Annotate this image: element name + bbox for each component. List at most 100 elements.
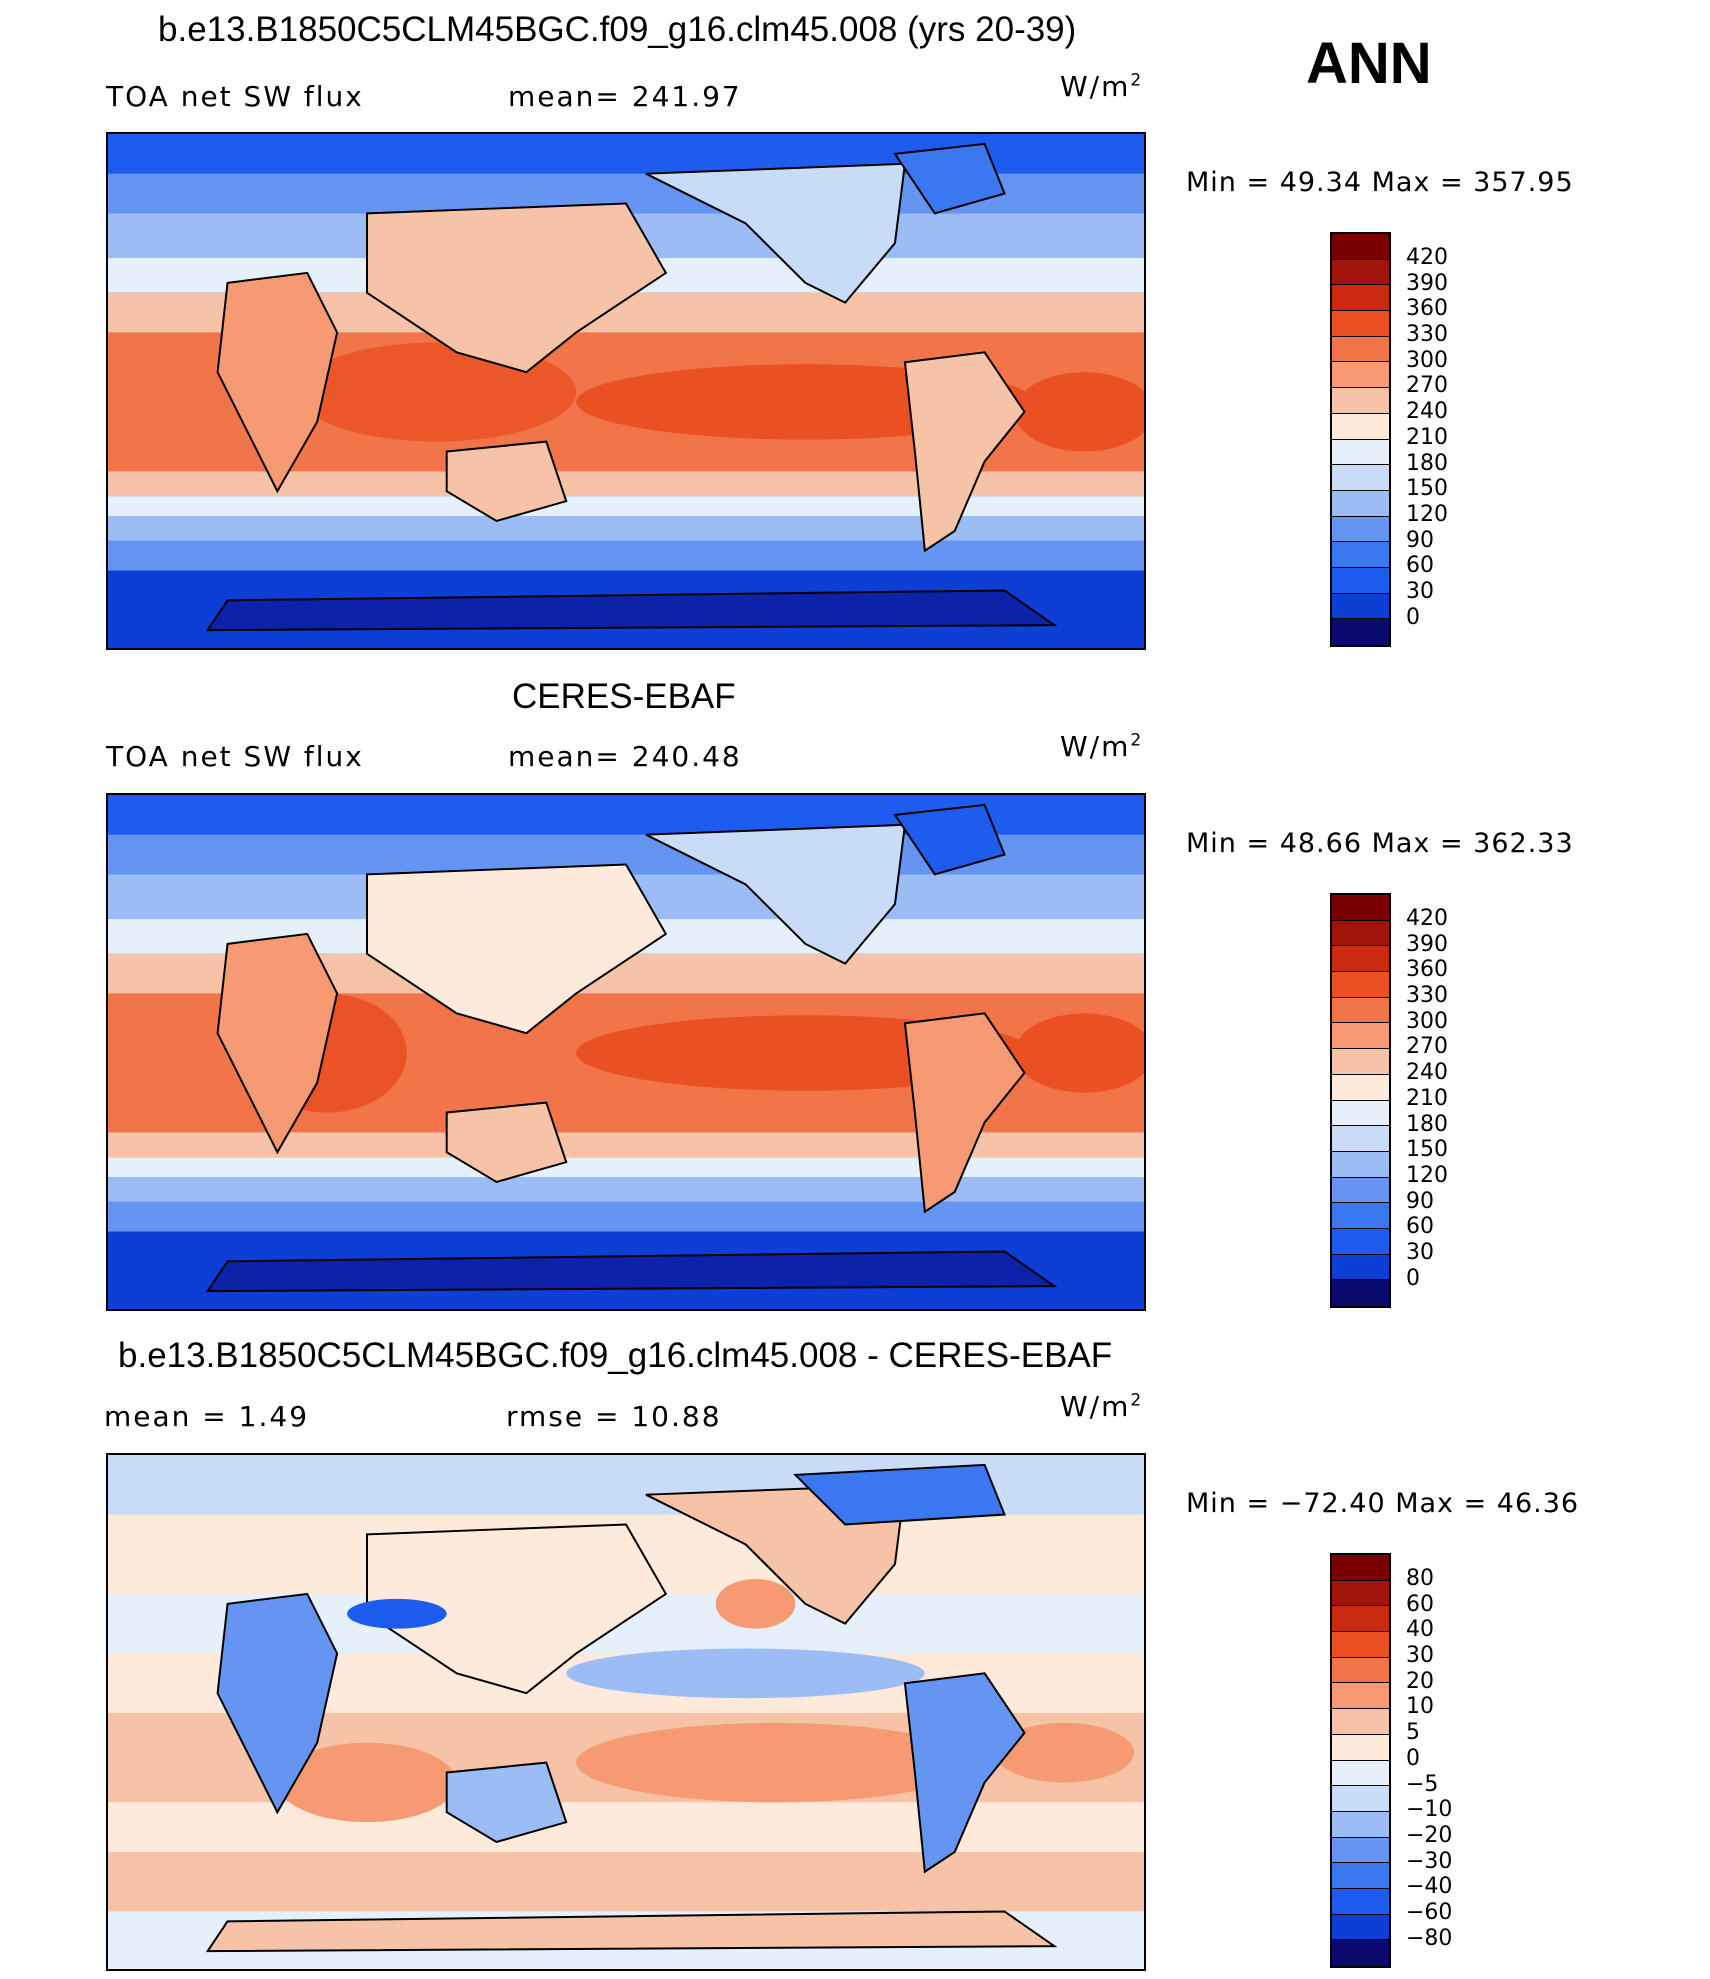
panel2-minmax: Min = 48.66 Max = 362.33 xyxy=(1186,828,1574,859)
colorbar-label: 150 xyxy=(1406,1137,1448,1163)
colorbar-swatch xyxy=(1332,1100,1389,1127)
colorbar-swatch xyxy=(1332,465,1389,491)
season-label: ANN xyxy=(1306,31,1432,96)
colorbar-label: 330 xyxy=(1406,983,1448,1009)
colorbar-label: 30 xyxy=(1406,1239,1434,1265)
panel3-colorbar xyxy=(1330,1553,1391,1968)
panel2-map xyxy=(106,793,1146,1311)
colorbar-label: 270 xyxy=(1406,1034,1448,1060)
colorbar-swatch xyxy=(1332,1177,1389,1204)
panel2-mean-label: mean= 240.48 xyxy=(508,740,742,773)
colorbar-label: 20 xyxy=(1406,1668,1434,1694)
colorbar-label: 210 xyxy=(1406,424,1448,450)
panel1-units: W/m2 xyxy=(1060,70,1142,103)
colorbar-label: 180 xyxy=(1406,450,1448,476)
colorbar-label: 40 xyxy=(1406,1617,1434,1643)
colorbar-swatch xyxy=(1332,1280,1389,1306)
colorbar-label: 0 xyxy=(1406,604,1420,630)
colorbar-swatch xyxy=(1332,1126,1389,1152)
colorbar-swatch xyxy=(1332,1228,1389,1255)
colorbar-label: 0 xyxy=(1406,1745,1420,1771)
panel2-units: W/m2 xyxy=(1060,730,1142,763)
colorbar-swatch xyxy=(1332,259,1389,286)
colorbar-label: 120 xyxy=(1406,501,1448,527)
colorbar-label: 60 xyxy=(1406,553,1434,579)
panel3-rmse-label: rmse = 10.88 xyxy=(506,1400,722,1433)
panel1-title: b.e13.B1850C5CLM45BGC.f09_g16.clm45.008 … xyxy=(158,10,1077,49)
colorbar-swatch xyxy=(1332,1049,1389,1075)
panel1-colorbar-labels: 420 390 360 330 300 270 240 210 180 150 … xyxy=(1406,245,1448,630)
colorbar-swatch xyxy=(1332,362,1389,389)
colorbar-label: 240 xyxy=(1406,1060,1448,1086)
colorbar-label: 330 xyxy=(1406,322,1448,348)
panel2-colorbar-labels: 420 390 360 330 300 270 240 210 180 150 … xyxy=(1406,906,1448,1291)
colorbar-label: 5 xyxy=(1406,1720,1420,1746)
colorbar-label: 60 xyxy=(1406,1214,1434,1240)
colorbar-label: −10 xyxy=(1406,1797,1453,1823)
colorbar-swatch xyxy=(1332,972,1389,998)
panel2-variable-label: TOA net SW flux xyxy=(106,740,364,773)
colorbar-label: 60 xyxy=(1406,1591,1434,1617)
colorbar-swatch xyxy=(1332,1734,1389,1761)
colorbar-label: 0 xyxy=(1406,1265,1420,1291)
colorbar-label: 80 xyxy=(1406,1566,1434,1591)
colorbar-label: 360 xyxy=(1406,957,1448,983)
colorbar-swatch xyxy=(1332,1888,1389,1915)
colorbar-label: −20 xyxy=(1406,1822,1453,1848)
colorbar-label: 300 xyxy=(1406,347,1448,373)
panel3-units: W/m2 xyxy=(1060,1390,1142,1423)
colorbar-swatch xyxy=(1332,439,1389,466)
colorbar-label: 390 xyxy=(1406,270,1448,296)
panel3-colorbar-labels: 80 60 40 30 20 10 5 0 −5 −10 −20 −30 −40… xyxy=(1406,1566,1452,1951)
colorbar-swatch xyxy=(1332,413,1389,440)
panel1-minmax: Min = 49.34 Max = 357.95 xyxy=(1186,167,1574,198)
panel1-variable-label: TOA net SW flux xyxy=(106,80,364,113)
colorbar-swatch xyxy=(1332,1023,1389,1050)
colorbar-swatch xyxy=(1332,388,1389,414)
colorbar-label: 390 xyxy=(1406,931,1448,957)
colorbar-swatch xyxy=(1332,1606,1389,1633)
colorbar-label: −5 xyxy=(1406,1771,1439,1797)
colorbar-swatch xyxy=(1332,1709,1389,1735)
panel2-title: CERES-EBAF xyxy=(512,677,736,716)
colorbar-swatch xyxy=(1332,234,1389,260)
colorbar-swatch xyxy=(1332,1760,1389,1787)
colorbar-label: 270 xyxy=(1406,373,1448,399)
colorbar-swatch xyxy=(1332,1657,1389,1684)
panel3-title: b.e13.B1850C5CLM45BGC.f09_g16.clm45.008 … xyxy=(118,1336,1113,1375)
colorbar-swatch xyxy=(1332,285,1389,312)
colorbar-swatch xyxy=(1332,1811,1389,1838)
colorbar-swatch xyxy=(1332,567,1389,594)
colorbar-swatch xyxy=(1332,311,1389,337)
colorbar-label: 30 xyxy=(1406,578,1434,604)
colorbar-swatch xyxy=(1332,895,1389,921)
colorbar-label: 180 xyxy=(1406,1111,1448,1137)
colorbar-swatch xyxy=(1332,946,1389,973)
colorbar-label: −30 xyxy=(1406,1848,1453,1874)
colorbar-swatch xyxy=(1332,1555,1389,1581)
colorbar-swatch xyxy=(1332,997,1389,1024)
colorbar-swatch xyxy=(1332,1074,1389,1101)
colorbar-label: −80 xyxy=(1406,1925,1453,1951)
panel3-map-svg xyxy=(108,1455,1144,1969)
colorbar-label: 150 xyxy=(1406,476,1448,502)
colorbar-swatch xyxy=(1332,1837,1389,1864)
colorbar-swatch xyxy=(1332,1914,1389,1941)
colorbar-swatch xyxy=(1332,619,1389,645)
colorbar-label: −60 xyxy=(1406,1899,1453,1925)
panel1-mean-label: mean= 241.97 xyxy=(508,80,742,113)
colorbar-label: 210 xyxy=(1406,1085,1448,1111)
panel1-map xyxy=(106,132,1146,650)
colorbar-swatch xyxy=(1332,516,1389,543)
colorbar-label: 90 xyxy=(1406,527,1434,553)
panel3-map xyxy=(106,1453,1146,1971)
colorbar-label: 300 xyxy=(1406,1008,1448,1034)
colorbar-label: 90 xyxy=(1406,1188,1434,1214)
colorbar-label: 120 xyxy=(1406,1162,1448,1188)
colorbar-label: −40 xyxy=(1406,1874,1453,1900)
colorbar-swatch xyxy=(1332,1203,1389,1229)
colorbar-swatch xyxy=(1332,1632,1389,1658)
colorbar-label: 30 xyxy=(1406,1643,1434,1669)
panel3-minmax: Min = −72.40 Max = 46.36 xyxy=(1186,1488,1580,1519)
colorbar-swatch xyxy=(1332,1580,1389,1607)
